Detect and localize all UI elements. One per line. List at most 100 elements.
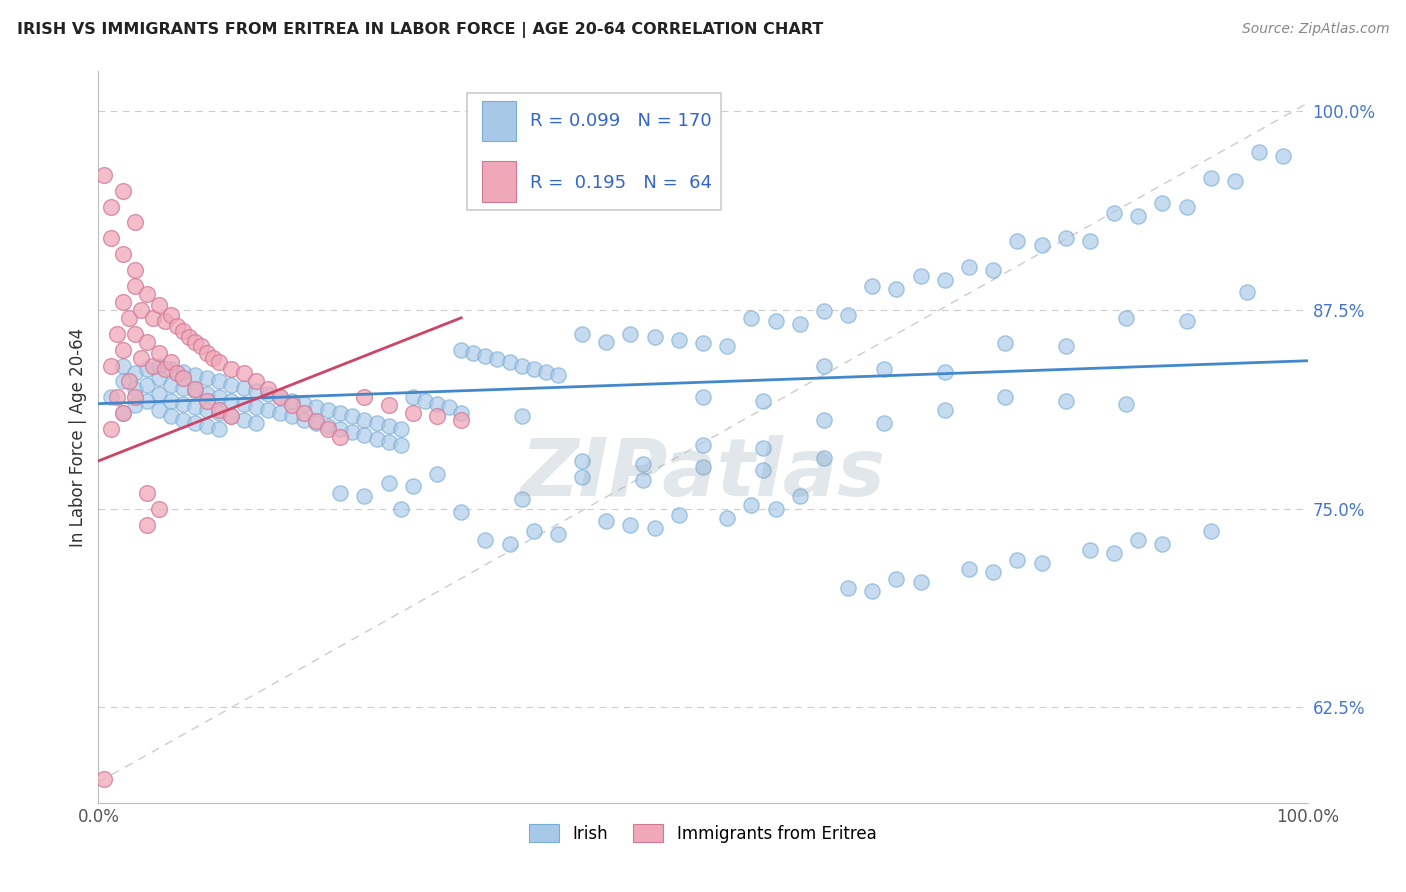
Point bbox=[93, 168, 115, 182]
Point bbox=[957, 260, 980, 274]
Point bbox=[111, 375, 134, 389]
Point bbox=[153, 314, 176, 328]
Point bbox=[232, 367, 254, 381]
Point bbox=[668, 333, 690, 347]
Point bbox=[619, 517, 641, 532]
Point bbox=[124, 398, 146, 412]
Bar bbox=[482, 161, 516, 202]
Point bbox=[957, 562, 980, 576]
Point bbox=[474, 349, 496, 363]
Point bbox=[111, 294, 134, 309]
Point bbox=[1102, 206, 1125, 220]
Point bbox=[813, 450, 835, 465]
Point bbox=[523, 524, 546, 538]
Point bbox=[934, 273, 956, 287]
Point bbox=[100, 200, 122, 214]
Point bbox=[124, 279, 146, 293]
Text: Source: ZipAtlas.com: Source: ZipAtlas.com bbox=[1241, 22, 1389, 37]
Point bbox=[377, 419, 399, 434]
Point bbox=[1272, 148, 1295, 162]
Point bbox=[135, 334, 157, 349]
Point bbox=[450, 343, 472, 357]
Point bbox=[1115, 397, 1137, 411]
Point bbox=[202, 351, 225, 365]
Point bbox=[1152, 536, 1174, 550]
Point bbox=[111, 359, 134, 373]
Point bbox=[860, 279, 883, 293]
Point bbox=[190, 339, 212, 353]
Point bbox=[148, 371, 170, 385]
Point bbox=[740, 310, 762, 325]
Point bbox=[873, 361, 896, 376]
Point bbox=[179, 330, 201, 344]
Point bbox=[353, 428, 375, 442]
Point bbox=[1078, 543, 1101, 558]
Point bbox=[377, 398, 399, 412]
Point bbox=[93, 772, 115, 786]
Point bbox=[184, 368, 207, 382]
Point bbox=[389, 501, 412, 516]
Point bbox=[195, 419, 218, 434]
Point bbox=[166, 318, 188, 333]
Point bbox=[1102, 546, 1125, 560]
Point bbox=[184, 400, 207, 414]
Point bbox=[886, 572, 908, 586]
Point bbox=[934, 403, 956, 417]
Point bbox=[105, 390, 128, 404]
Point bbox=[111, 343, 134, 357]
Point bbox=[256, 383, 278, 397]
Point bbox=[692, 336, 714, 351]
Text: IRISH VS IMMIGRANTS FROM ERITREA IN LABOR FORCE | AGE 20-64 CORRELATION CHART: IRISH VS IMMIGRANTS FROM ERITREA IN LABO… bbox=[17, 22, 823, 38]
Point bbox=[148, 298, 170, 312]
Point bbox=[316, 403, 339, 417]
Point bbox=[886, 282, 908, 296]
Point bbox=[813, 412, 835, 426]
Point bbox=[402, 479, 425, 493]
Point bbox=[571, 454, 593, 468]
Point bbox=[232, 397, 254, 411]
Point bbox=[668, 508, 690, 522]
Point bbox=[111, 406, 134, 420]
Point bbox=[184, 334, 207, 349]
Point bbox=[716, 339, 738, 353]
Point bbox=[135, 377, 157, 392]
Point bbox=[124, 383, 146, 397]
Point bbox=[752, 463, 775, 477]
Point bbox=[195, 393, 218, 408]
Point bbox=[148, 501, 170, 516]
Point bbox=[716, 511, 738, 525]
Point bbox=[184, 383, 207, 397]
Point bbox=[135, 517, 157, 532]
Point bbox=[221, 409, 243, 424]
Point bbox=[208, 375, 231, 389]
Point bbox=[129, 351, 152, 365]
Point bbox=[232, 412, 254, 426]
Point bbox=[837, 581, 859, 595]
Point bbox=[377, 476, 399, 491]
Point bbox=[426, 467, 449, 481]
Point bbox=[100, 231, 122, 245]
Point bbox=[305, 416, 328, 430]
FancyBboxPatch shape bbox=[467, 94, 721, 211]
Point bbox=[366, 432, 388, 446]
Point bbox=[1054, 393, 1077, 408]
Legend: Irish, Immigrants from Eritrea: Irish, Immigrants from Eritrea bbox=[523, 818, 883, 849]
Point bbox=[184, 384, 207, 398]
Point bbox=[498, 355, 520, 369]
Point bbox=[135, 485, 157, 500]
Point bbox=[142, 310, 165, 325]
Point bbox=[1175, 314, 1198, 328]
Point bbox=[752, 393, 775, 408]
Point bbox=[195, 387, 218, 401]
Point bbox=[281, 398, 304, 412]
Point bbox=[135, 287, 157, 301]
Point bbox=[692, 460, 714, 475]
Point bbox=[450, 406, 472, 420]
Point bbox=[172, 397, 194, 411]
Point bbox=[292, 412, 315, 426]
Point bbox=[1199, 524, 1222, 538]
Point bbox=[329, 485, 352, 500]
Point bbox=[450, 412, 472, 426]
Point bbox=[789, 489, 811, 503]
Point bbox=[160, 308, 183, 322]
